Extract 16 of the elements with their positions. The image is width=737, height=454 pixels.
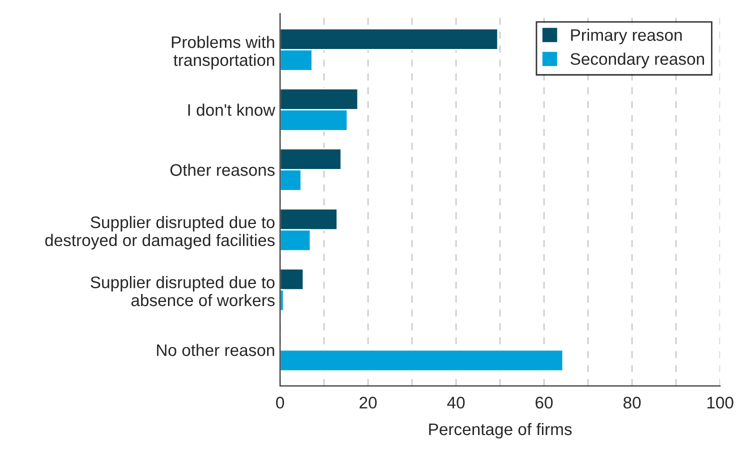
y-tick-label: Problems with transportation [172,36,274,70]
y-tick-label: I don't know [188,104,276,116]
x-tick-label: 80 [624,396,641,409]
y-tick-label: Supplier disrupted due to destroyed or damaged facilities [45,216,275,250]
legend-label: Primary reason [571,28,682,44]
y-tick-label: No other reason [157,344,274,356]
x-tick-label: 0 [276,396,284,409]
x-tick-label: 60 [536,396,553,409]
y-tick-label: Supplier disrupted due to absence of workers [90,276,275,306]
y-tick-label: Other reasons [170,164,275,176]
x-tick-label: 100 [707,396,734,409]
bar [280,349,564,372]
x-tick-label: 20 [360,396,377,409]
x-axis-title: Percentage of firms [429,422,572,438]
legend-label: Secondary reason [570,52,704,68]
x-tick-label: 40 [447,396,465,409]
